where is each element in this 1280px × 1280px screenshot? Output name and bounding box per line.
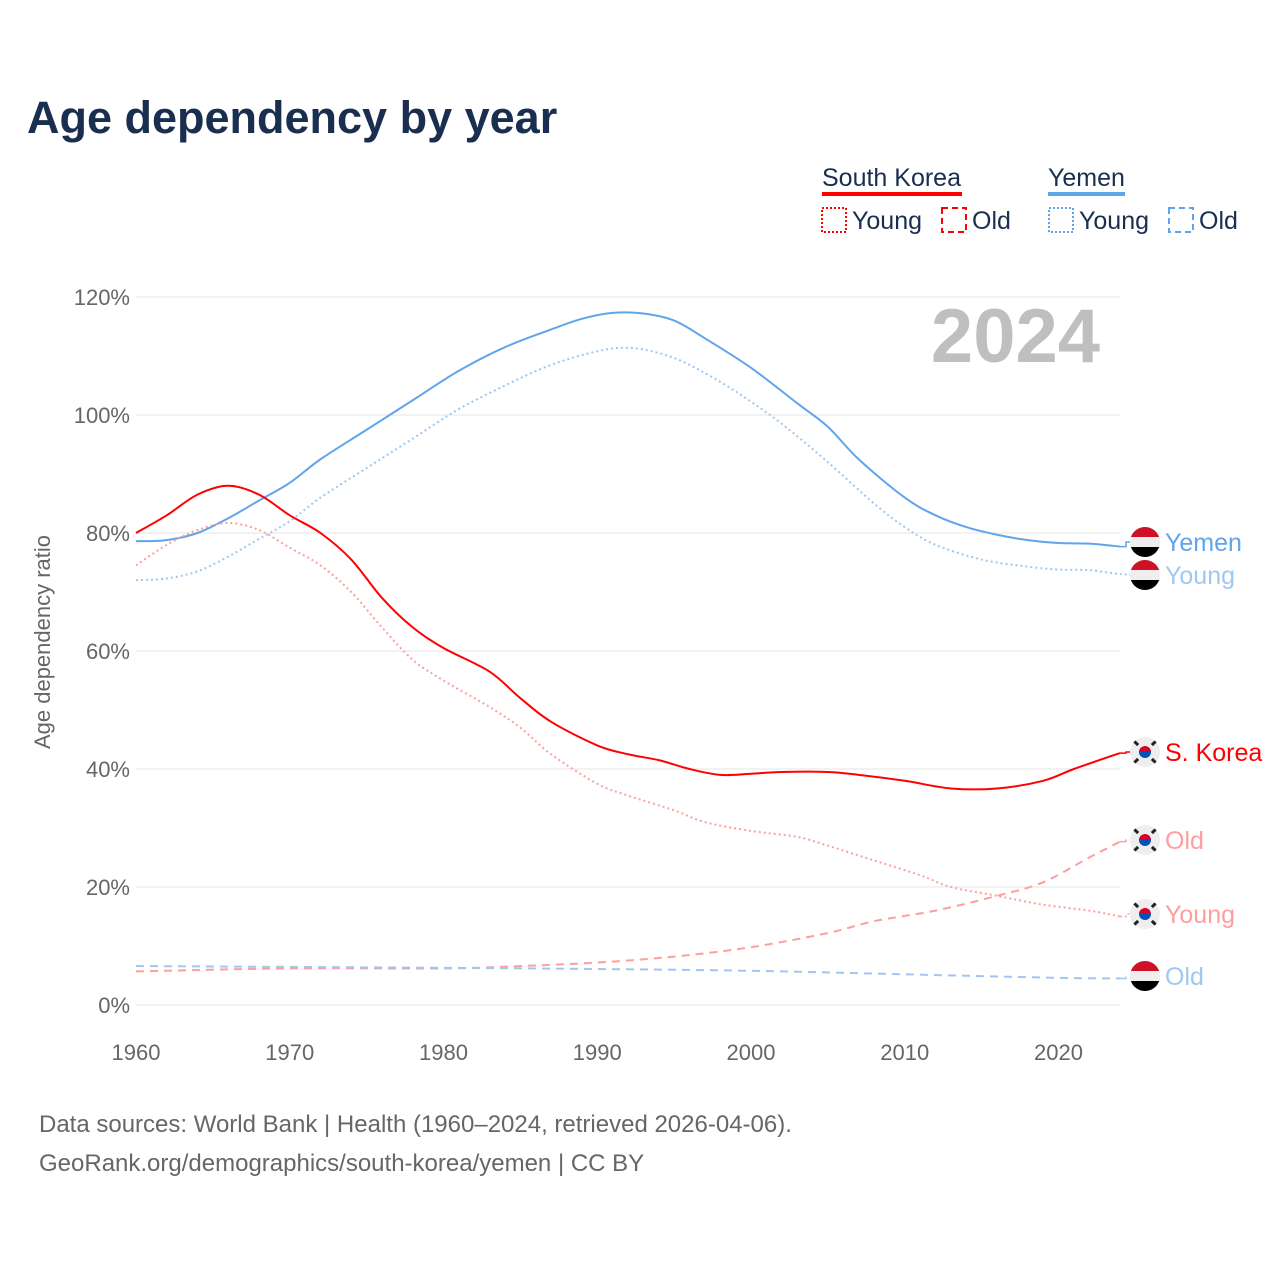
end-label: S. Korea <box>1165 739 1262 767</box>
yemen-flag-icon <box>1130 527 1160 557</box>
grid: 0% 20% 40% 60% 80% 100% 120% 1960 1970 1980 1990 20… <box>74 285 1120 1065</box>
legend-swatch-ye-old <box>1168 207 1194 233</box>
legend-swatch-ye-young <box>1048 207 1074 233</box>
legend: South Korea Young Old Yemen Young Old <box>821 164 1238 235</box>
series-line-south-korea <box>135 484 1121 791</box>
series-line-yemen-old <box>135 965 1121 980</box>
series-group <box>135 311 1121 980</box>
south-korea-flag-icon <box>1130 825 1160 855</box>
legend-sk-young[interactable]: Young <box>852 207 922 235</box>
x-tick-label: 1980 <box>419 1040 468 1065</box>
legend-swatch-sk-young <box>821 207 847 233</box>
y-tick-label: 100% <box>74 403 130 428</box>
chart-title: Age dependency by year <box>27 92 557 143</box>
end-label: Old <box>1165 827 1204 855</box>
end-label: Young <box>1165 901 1235 929</box>
legend-ye-young[interactable]: Young <box>1079 207 1149 235</box>
x-tick-label: 1970 <box>265 1040 314 1065</box>
end-label: Young <box>1165 562 1235 590</box>
x-tick-label: 1960 <box>112 1040 161 1065</box>
y-tick-label: 120% <box>74 285 130 310</box>
y-axis-label: Age dependency ratio <box>30 535 55 749</box>
y-tick-label: 0% <box>98 993 130 1018</box>
series-line-yemen-young <box>135 346 1121 582</box>
legend-ye-old[interactable]: Old <box>1199 207 1238 235</box>
label-connector <box>1120 573 1130 576</box>
source-line-2[interactable]: GeoRank.org/demographics/south-korea/yem… <box>39 1150 644 1177</box>
y-tick-label: 60% <box>86 639 130 664</box>
y-tick-label: 40% <box>86 757 130 782</box>
label-connector <box>1120 975 1130 980</box>
series-line-south-korea-old <box>135 840 1121 973</box>
label-connector <box>1120 839 1130 843</box>
x-tick-label: 2020 <box>1034 1040 1083 1065</box>
label-connector <box>1120 541 1130 548</box>
yemen-flag-icon <box>1130 560 1160 590</box>
yemen-flag-icon <box>1130 961 1160 991</box>
south-korea-flag-icon <box>1130 737 1160 767</box>
label-connector <box>1120 913 1130 918</box>
end-label: Old <box>1165 963 1204 991</box>
end-labels: Yemen Young S. Korea Old Young Old <box>1120 527 1262 991</box>
x-tick-label: 1990 <box>573 1040 622 1065</box>
source-line-1: Data sources: World Bank | Health (1960–… <box>39 1111 792 1138</box>
series-line-south-korea-young <box>135 521 1121 918</box>
legend-swatch-sk-old <box>941 207 967 233</box>
legend-sk-old[interactable]: Old <box>972 207 1011 235</box>
y-tick-label: 20% <box>86 875 130 900</box>
end-label: Yemen <box>1165 529 1242 557</box>
x-tick-label: 2010 <box>880 1040 929 1065</box>
series-line-yemen <box>135 311 1121 548</box>
y-tick-label: 80% <box>86 521 130 546</box>
year-watermark: 2024 <box>931 294 1100 379</box>
x-tick-label: 2000 <box>727 1040 776 1065</box>
south-korea-flag-icon <box>1130 899 1160 929</box>
legend-group-south-korea: South Korea <box>822 164 961 192</box>
legend-group-yemen: Yemen <box>1048 164 1125 192</box>
label-connector <box>1120 751 1130 754</box>
